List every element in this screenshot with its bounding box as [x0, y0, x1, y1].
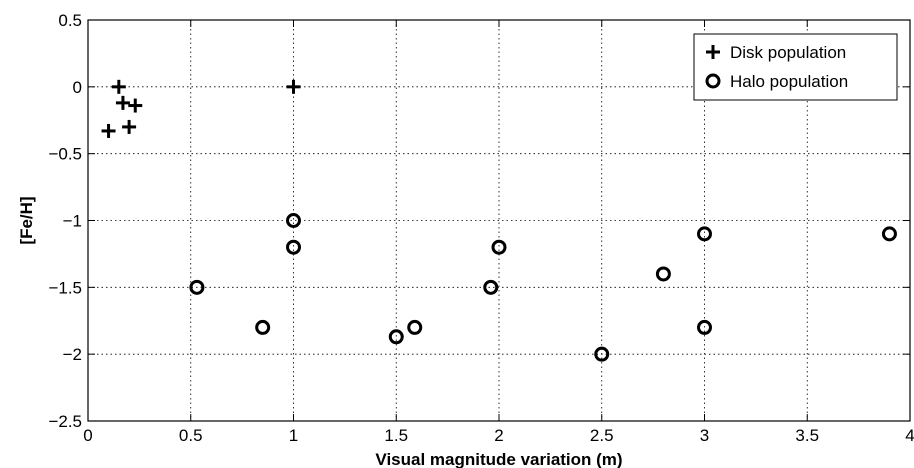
y-tick-label: −2.5 — [48, 412, 82, 431]
halo-point — [189, 279, 205, 295]
y-tick-label: −1 — [63, 212, 82, 231]
halo-point — [594, 346, 610, 362]
y-tick-label: −2 — [63, 345, 82, 364]
legend: Disk population Halo population — [693, 33, 898, 101]
halo-point — [655, 266, 671, 282]
halo-point — [697, 319, 712, 335]
halo-point — [491, 239, 507, 255]
disk-point — [122, 119, 137, 134]
disk-point — [286, 79, 301, 94]
disk-point — [115, 95, 130, 110]
axis-ticks: 0 0.5 1 1.5 2 2.5 3 3.5 4 −2.5 −2 −1.5 −1 −0.5 0 0.5 — [48, 11, 914, 445]
legend-label: Halo population — [730, 72, 848, 91]
disk-point — [128, 98, 143, 113]
x-tick-label: 3.5 — [795, 426, 819, 445]
x-axis-label: Visual magnitude variation (m) — [375, 450, 622, 468]
y-axis-label: [Fe/H] — [17, 196, 36, 244]
halo-point — [483, 279, 499, 295]
y-tick-label: 0.5 — [58, 11, 82, 30]
y-tick-label: 0 — [73, 78, 82, 97]
legend-circle-icon — [705, 73, 721, 89]
x-tick-label: 1.5 — [384, 426, 408, 445]
series-1 — [189, 213, 897, 362]
halo-point — [407, 319, 423, 335]
x-tick-label: 2 — [494, 426, 503, 445]
x-tick-label: 1 — [289, 426, 298, 445]
halo-point — [255, 319, 271, 335]
legend-items: Disk population Halo population — [705, 43, 848, 91]
x-tick-label: 4 — [905, 426, 914, 445]
disk-point — [111, 79, 126, 94]
x-tick-label: 2.5 — [590, 426, 614, 445]
disk-point — [101, 123, 116, 138]
y-tick-label: −0.5 — [48, 145, 82, 164]
legend-label: Disk population — [730, 43, 846, 62]
data-points — [101, 79, 897, 362]
x-tick-label: 0 — [83, 426, 92, 445]
y-tick-label: −1.5 — [48, 278, 82, 297]
x-tick-label: 0.5 — [179, 426, 203, 445]
halo-point — [697, 226, 712, 242]
legend-box — [693, 33, 898, 101]
halo-point — [286, 213, 301, 228]
halo-point — [388, 329, 404, 345]
series-0 — [101, 79, 301, 138]
legend-plus-icon — [706, 45, 720, 59]
halo-point — [286, 239, 301, 255]
x-tick-label: 3 — [700, 426, 709, 445]
halo-point — [881, 226, 897, 242]
